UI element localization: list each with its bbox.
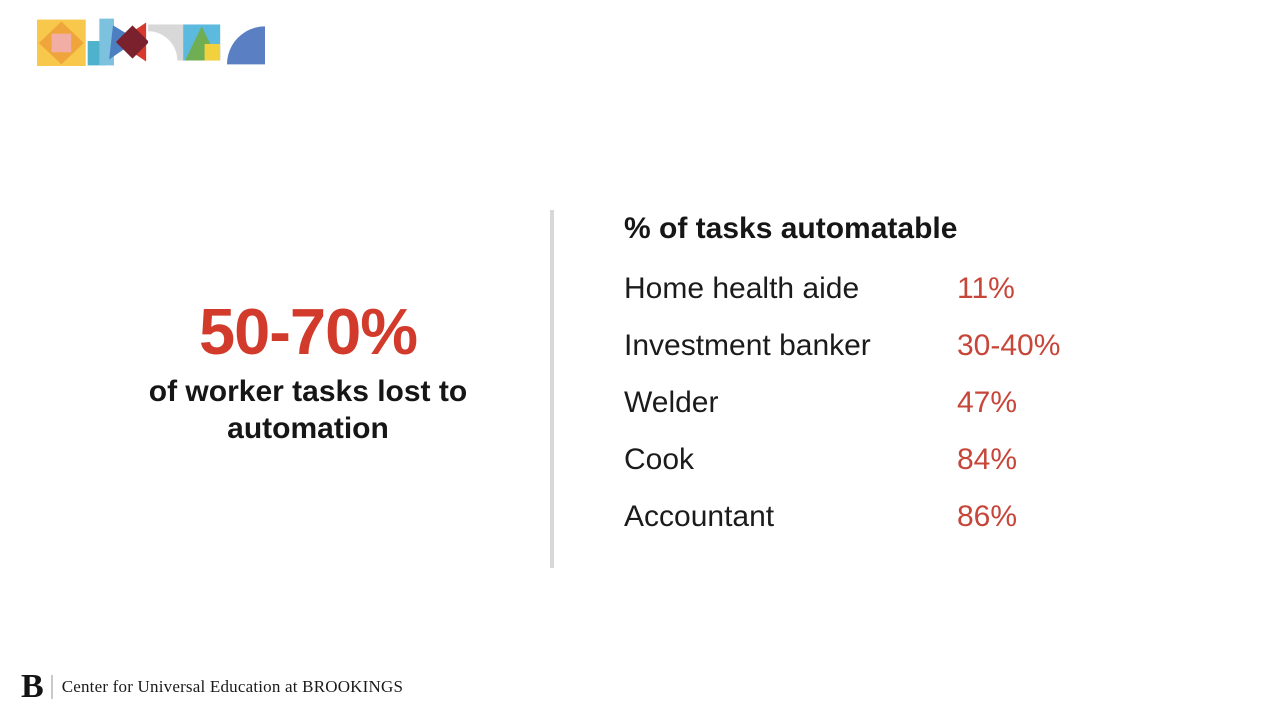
row-value: 11% (957, 272, 1015, 305)
logo-diamond-cluster-tile (109, 22, 150, 62)
row-value: 86% (957, 500, 1018, 533)
footer: B Center for Universal Education at BROO… (21, 668, 404, 705)
stat-label: of worker tasks lost to automation (58, 373, 558, 447)
row-value: 84% (957, 443, 1018, 476)
row-value: 47% (957, 386, 1018, 419)
footer-text: Center for Universal Education at BROOKI… (61, 677, 404, 696)
logo-blue-quarter-disc (227, 26, 265, 65)
table-row: Welder 47% (624, 386, 1184, 420)
abstract-shapes-logo (37, 18, 265, 66)
row-label: Investment banker (624, 329, 871, 362)
stat-label-line-1: of worker tasks lost to (148, 375, 468, 409)
table-header: % of tasks automatable (624, 212, 958, 245)
row-label: Home health aide (624, 272, 860, 305)
brookings-b-logo: B (21, 668, 44, 705)
vertical-divider (550, 210, 554, 568)
table-row: Home health aide 11% (624, 272, 1184, 306)
stat-value: 50-70% (198, 295, 418, 368)
logo-green-triangle-tile (183, 24, 221, 61)
table-row: Cook 84% (624, 443, 1184, 477)
row-label: Accountant (624, 500, 775, 533)
automatable-tasks-panel: % of tasks automatable Home health aide … (624, 212, 1184, 557)
stat-label-line-2: automation (227, 412, 389, 446)
logo-yellow-square-tile (37, 19, 86, 66)
table-row: Accountant 86% (624, 500, 1184, 534)
row-value: 30-40% (957, 329, 1061, 362)
left-stat-panel: 50-70% of worker tasks lost to automatio… (58, 295, 558, 447)
footer-separator (50, 675, 53, 699)
row-label: Welder (624, 386, 719, 419)
logo-gray-quarter-tile (148, 24, 184, 61)
table-row: Investment banker 30-40% (624, 329, 1184, 363)
row-label: Cook (624, 443, 695, 476)
